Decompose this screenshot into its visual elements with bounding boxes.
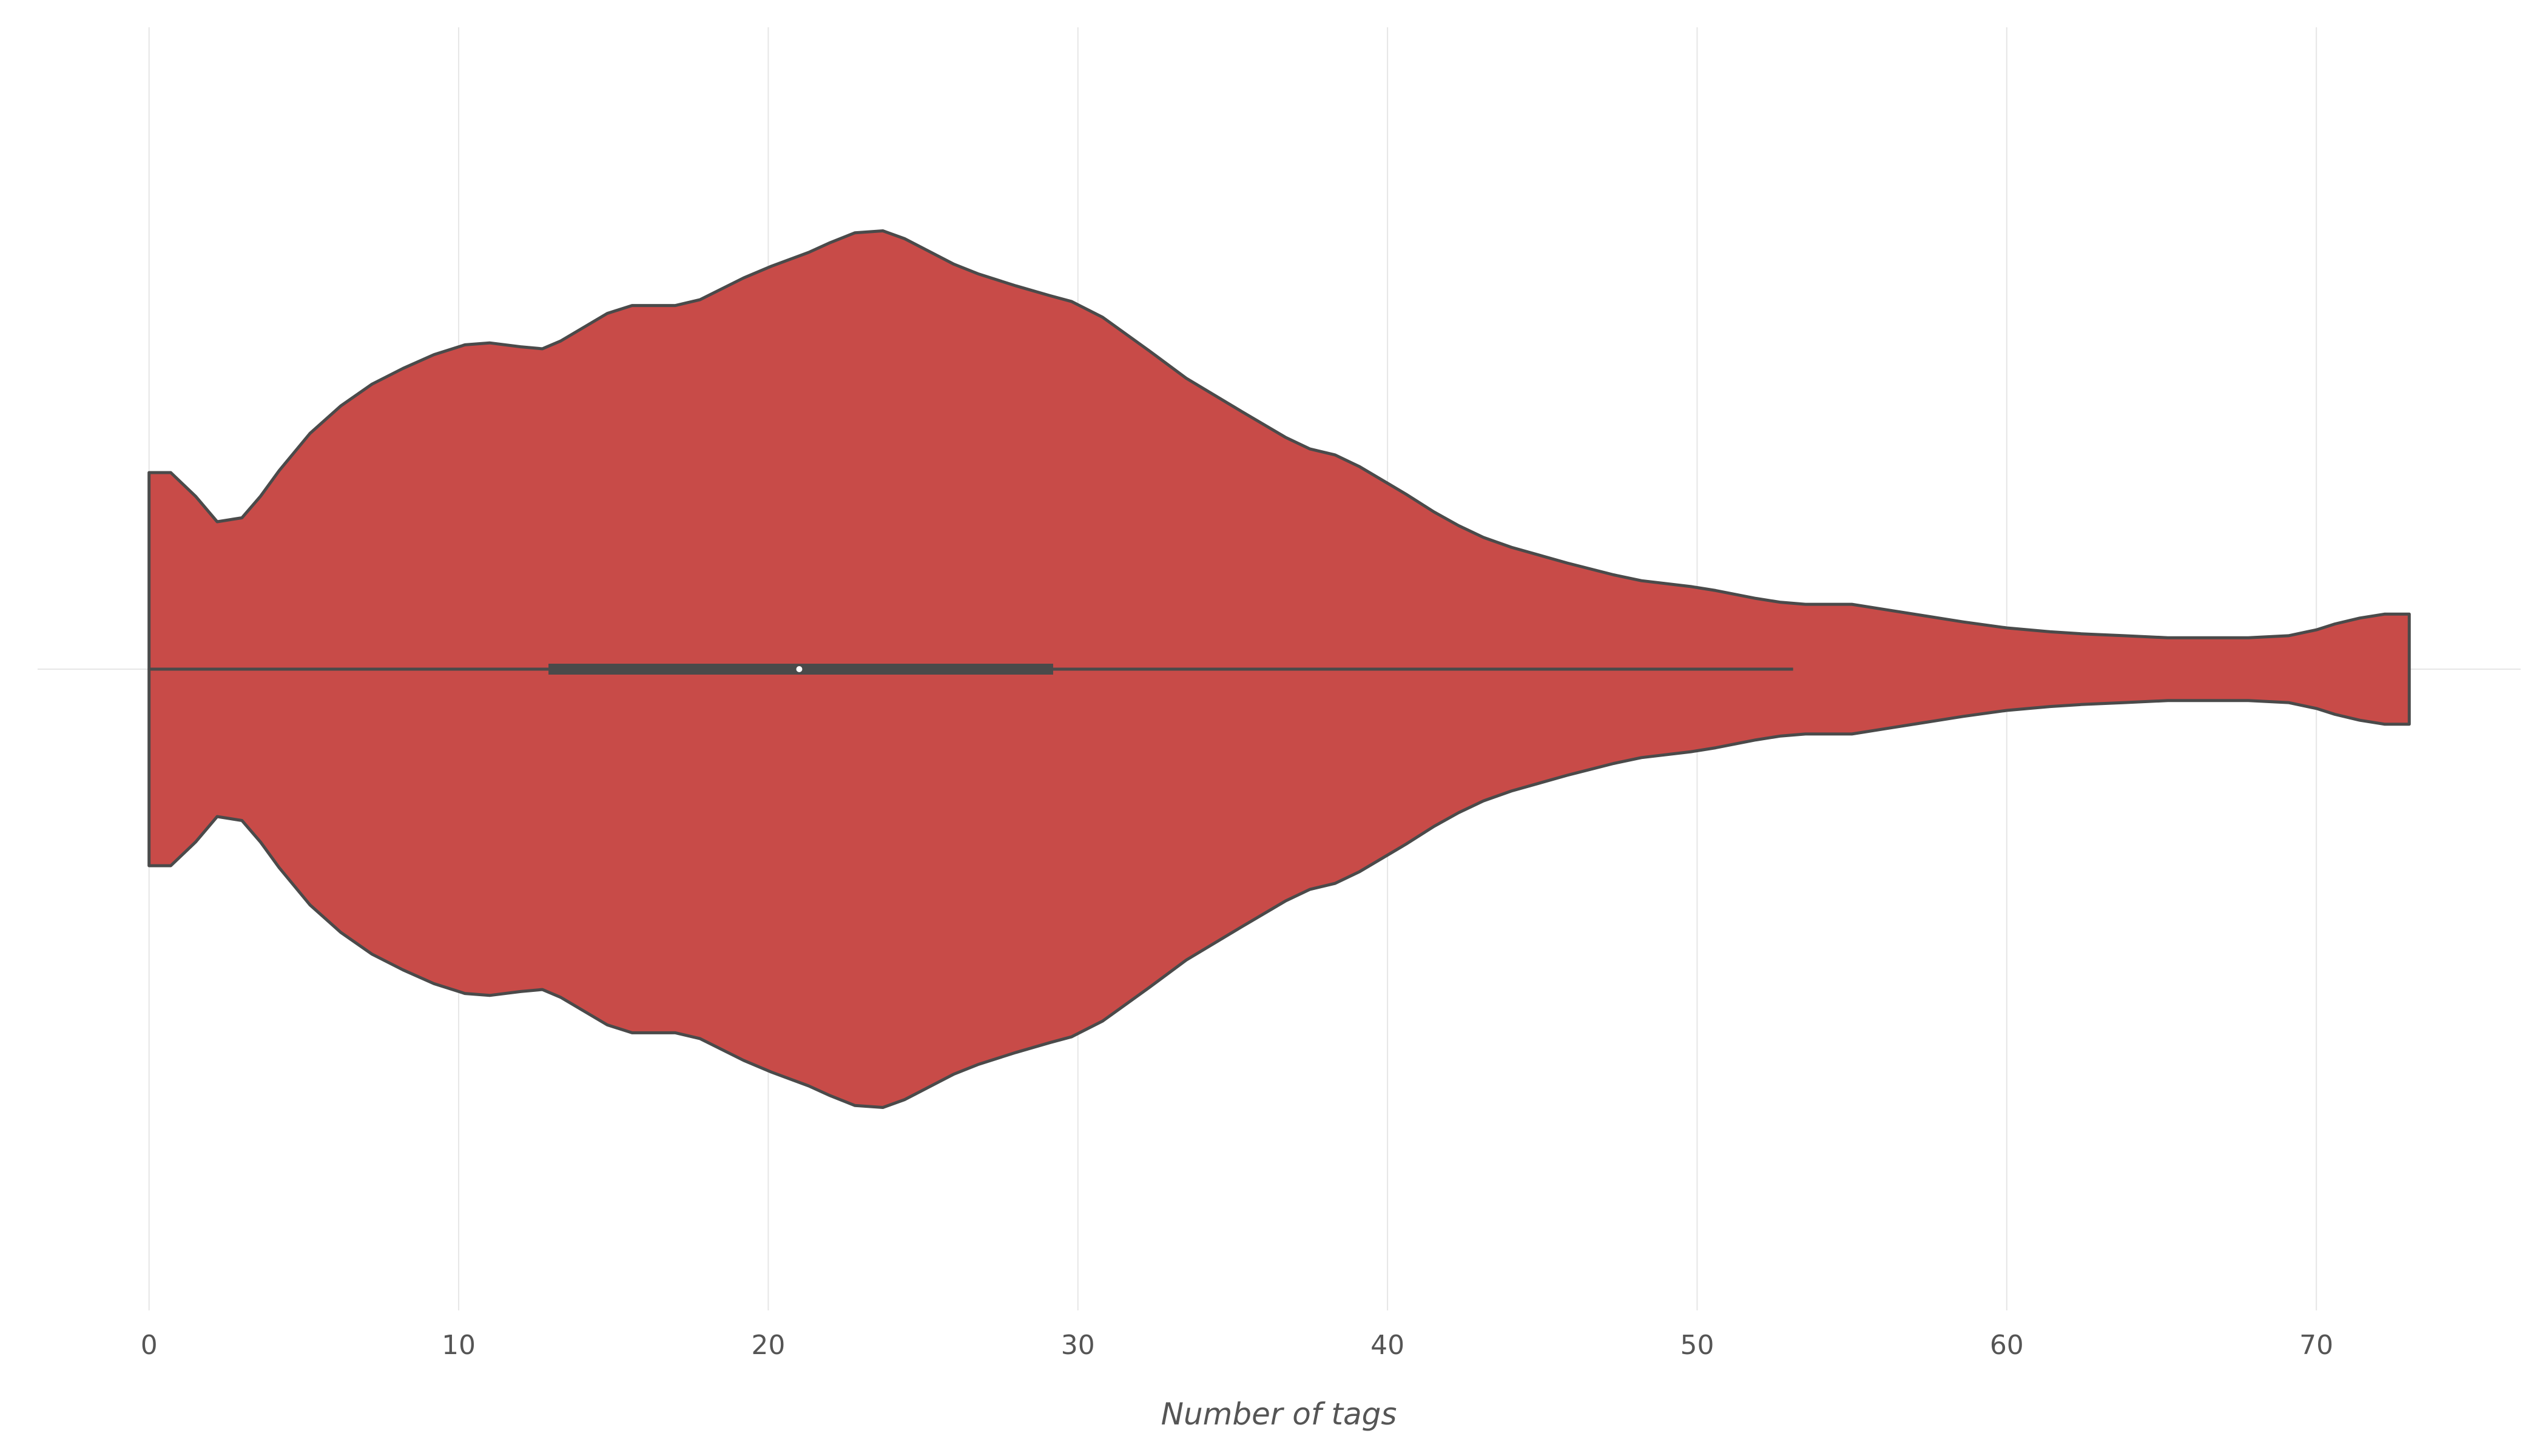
- x-tick-label: 30: [1061, 1330, 1095, 1361]
- x-tick-label: 0: [141, 1330, 158, 1361]
- inner-box-plot: [149, 664, 1793, 675]
- median-point: [796, 666, 803, 672]
- x-tick-label: 10: [442, 1330, 476, 1361]
- x-tick-label: 50: [1680, 1330, 1714, 1361]
- x-tick-label: 70: [2299, 1330, 2333, 1361]
- x-tick-label: 60: [1990, 1330, 2024, 1361]
- x-axis-label: Number of tags: [1161, 1397, 1397, 1432]
- x-axis-ticks: 0 10 20 30 40 50 60 70: [141, 1330, 2333, 1361]
- x-tick-label: 20: [751, 1330, 785, 1361]
- x-tick-label: 40: [1370, 1330, 1404, 1361]
